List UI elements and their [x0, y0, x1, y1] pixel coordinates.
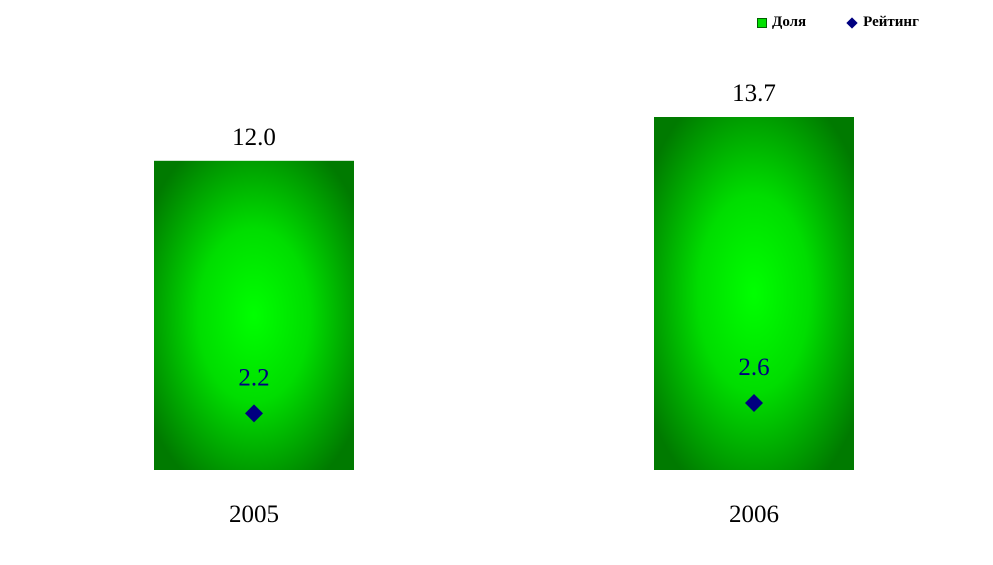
rating-value-label-2005: 2.2	[238, 364, 269, 391]
bar-2005	[154, 160, 354, 470]
x-tick-label-2006: 2006	[729, 501, 779, 528]
rating-marker-2006	[745, 394, 763, 413]
x-tick-label-2005: 2005	[229, 501, 279, 528]
bar-2006	[654, 117, 854, 470]
legend-item-rating: Рейтинг	[846, 14, 919, 31]
legend-label-rating: Рейтинг	[863, 14, 919, 30]
legend-label-share: Доля	[772, 14, 807, 30]
bar-value-label-2006: 13.7	[732, 80, 776, 107]
bar-value-label-2005: 12.0	[232, 124, 276, 151]
legend-swatch-diamond	[846, 16, 858, 29]
legend-swatch-bar	[757, 17, 767, 28]
rating-value-label-2006: 2.6	[738, 354, 769, 381]
legend-item-share: Доля	[757, 14, 806, 31]
chart-legend: Доля Рейтинг	[757, 14, 919, 31]
rating-marker-2005	[245, 404, 263, 423]
